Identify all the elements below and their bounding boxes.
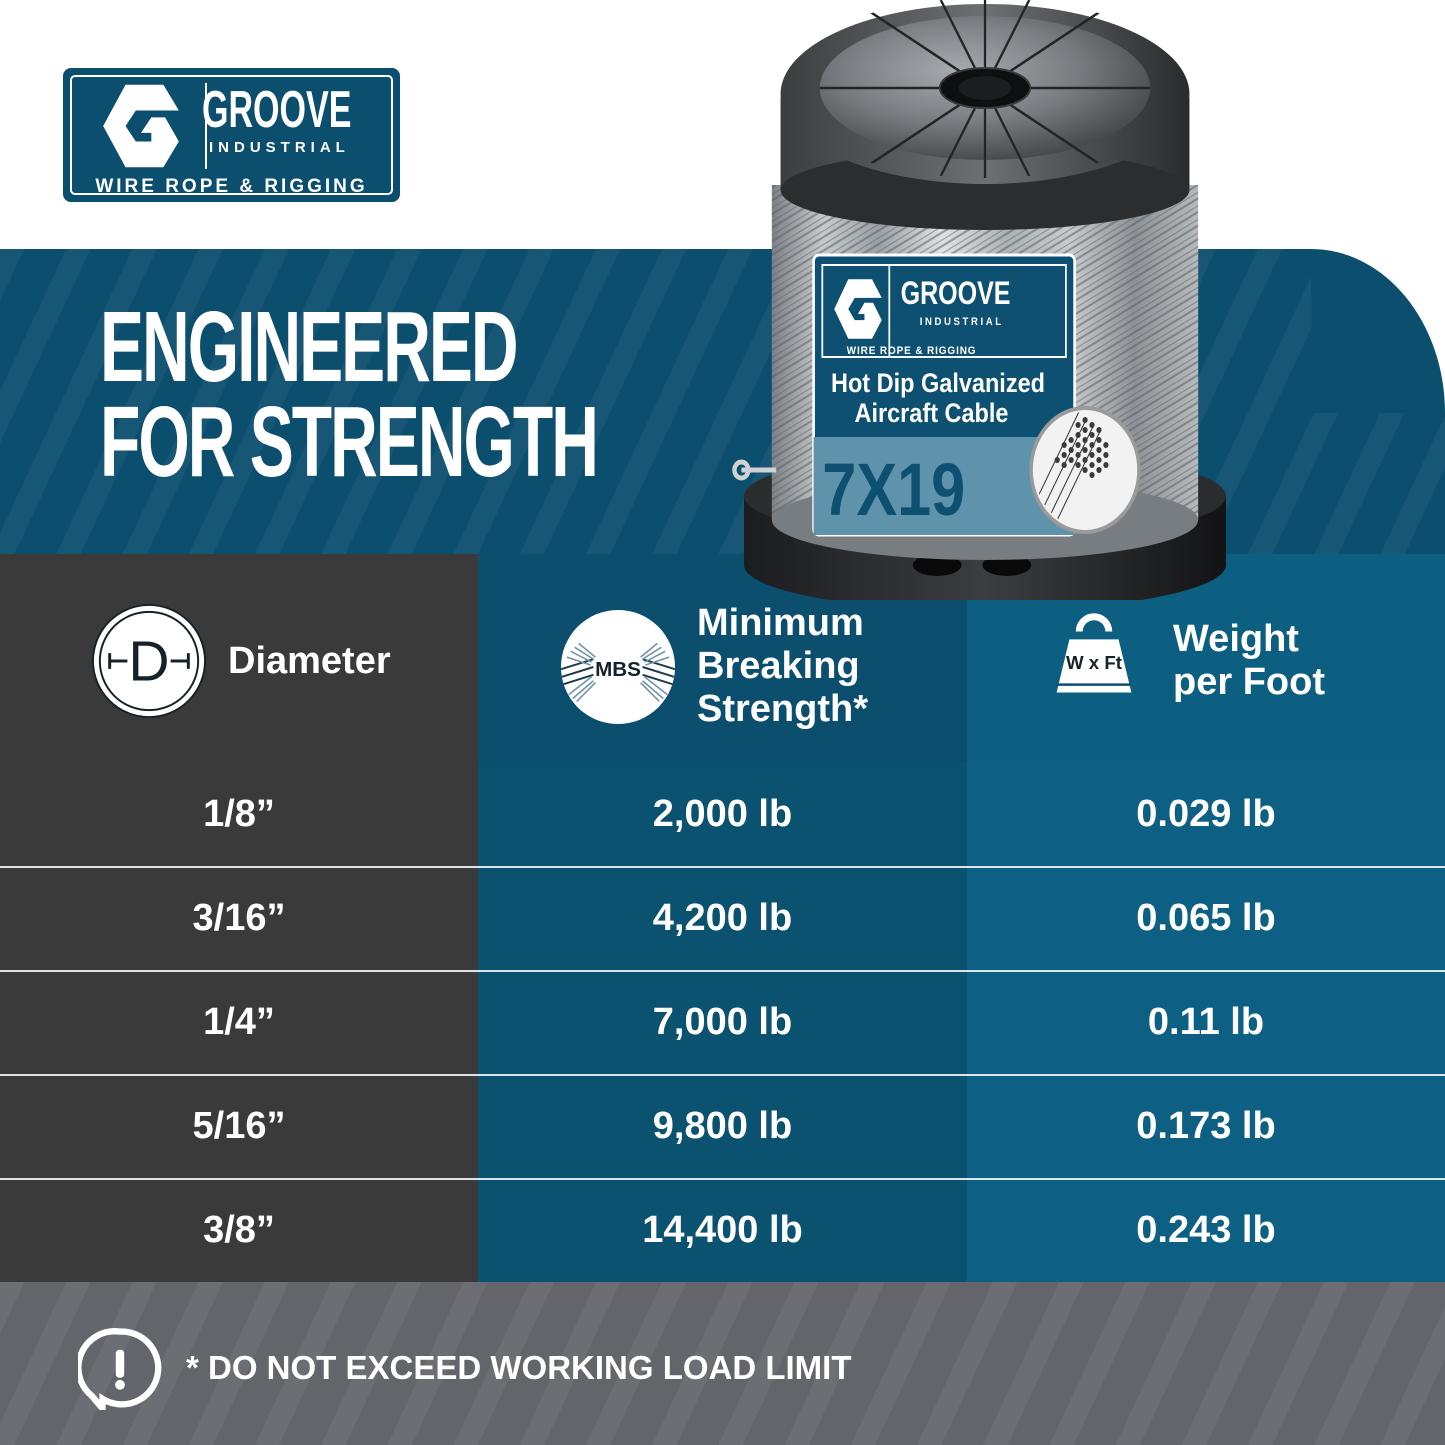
svg-text:INDUSTRIAL: INDUSTRIAL [920,316,1004,328]
svg-text:MBS: MBS [595,657,641,680]
svg-text:Hot Dip Galvanized: Hot Dip Galvanized [831,369,1045,399]
svg-text:GROOVE: GROOVE [901,276,1011,312]
svg-text:W x Ft: W x Ft [1066,652,1122,673]
svg-text:WIRE ROPE & RIGGING: WIRE ROPE & RIGGING [847,344,977,357]
svg-text:D: D [128,630,169,694]
svg-text:Aircraft Cable: Aircraft Cable [855,399,1009,429]
svg-text:7X19: 7X19 [822,450,965,532]
